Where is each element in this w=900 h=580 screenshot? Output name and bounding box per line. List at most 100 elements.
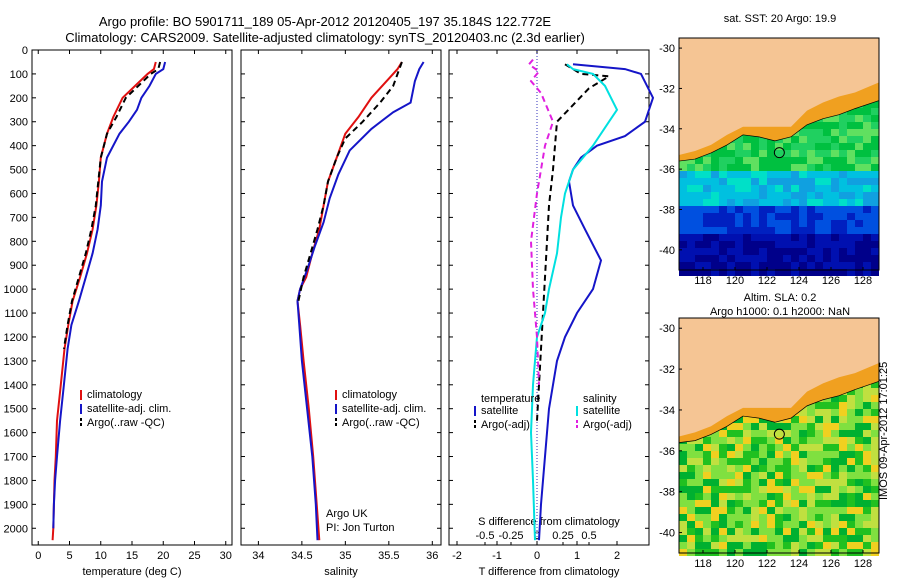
sla-map-cell (807, 409, 815, 416)
sla-map-cell (847, 521, 855, 528)
sla-map-title-line2: Argo h1000: 0.1 h2000: NaN (709, 306, 851, 318)
sst-map-cell (727, 206, 735, 213)
sla-map-title-line1: Altim. SLA: 0.2 (743, 292, 817, 304)
sst-map-cell (735, 171, 743, 178)
sla-map-xtick-label: 126 (822, 558, 840, 570)
sst-map-cell (695, 248, 703, 255)
sla-map-cell (839, 507, 847, 514)
sst-map-cell (711, 150, 719, 157)
sla-map-cell (839, 409, 847, 416)
sla-map-ytick-label: -36 (659, 446, 675, 458)
sla-map-cell (823, 528, 831, 535)
sst-map-cell (831, 192, 839, 199)
sla-map-cell (855, 430, 863, 437)
sst-map-cell (815, 241, 823, 248)
sst-map-cell (735, 164, 743, 171)
sla-map-cell (799, 493, 807, 500)
sst-map-cell (767, 171, 775, 178)
sst-map-cell (831, 122, 839, 129)
sla-map-cell (847, 430, 855, 437)
sst-map-cell (719, 227, 727, 234)
sla-map-cell (863, 402, 871, 409)
sla-map-cell (863, 465, 871, 472)
sla-map-cell (679, 472, 687, 479)
sla-map-cell (711, 451, 719, 458)
sla-map-cell (815, 486, 823, 493)
sla-map-frame (678, 317, 880, 554)
sst-map-cell (767, 220, 775, 227)
sst-map-cell (823, 248, 831, 255)
sla-map-cell (847, 388, 855, 395)
sst-map-cell (871, 101, 879, 108)
salinity-diff-tick-label: 0.25 (552, 530, 573, 542)
sla-map-cell (815, 514, 823, 521)
sla-map-cell (727, 458, 735, 465)
sst-map-cell (847, 220, 855, 227)
sla-map-cell (695, 465, 703, 472)
sla-map-cell (863, 423, 871, 430)
sla-map-cell (743, 500, 751, 507)
sla-map-cell (679, 493, 687, 500)
sla-map-cell (839, 444, 847, 451)
sla-map-cell (679, 458, 687, 465)
sst-map-cell (839, 248, 847, 255)
sla-map-cell (767, 521, 775, 528)
sst-map-cell (687, 234, 695, 241)
sst-map-cell (831, 269, 839, 276)
sla-map-cell (751, 535, 759, 542)
sla-map-cell (791, 514, 799, 521)
sla-map-cell (783, 542, 791, 549)
sst-map-cell (799, 213, 807, 220)
sst-map-cell (711, 157, 719, 164)
sla-map-cell (759, 437, 767, 444)
sst-map-cell (871, 185, 879, 192)
sla-map-cell (775, 465, 783, 472)
sla-map-cell (815, 542, 823, 549)
sst-map-cell (687, 199, 695, 206)
sst-map-cell (815, 192, 823, 199)
sla-map-cell (847, 493, 855, 500)
sla-map-cell (735, 451, 743, 458)
sla-map-cell (767, 430, 775, 437)
sla-map-cell (815, 458, 823, 465)
sst-map-cell (847, 157, 855, 164)
sla-map-cell (743, 542, 751, 549)
sla-map-cell (767, 493, 775, 500)
sst-map-cell (855, 248, 863, 255)
sst-map-cell (735, 269, 743, 276)
sst-map-cell (855, 164, 863, 171)
sla-map-cell (719, 486, 727, 493)
sla-map-cell (823, 409, 831, 416)
sst-map-cell (751, 206, 759, 213)
sst-map-cell (719, 269, 727, 276)
sst-map-cell (823, 150, 831, 157)
sla-map-cell (695, 444, 703, 451)
sla-map-cell (847, 514, 855, 521)
sst-map-cell (679, 248, 687, 255)
sst-map-cell (703, 164, 711, 171)
sst-map-cell (743, 136, 751, 143)
sla-map-cell (871, 528, 879, 535)
sst-map-cell (831, 220, 839, 227)
sla-map-cell (719, 493, 727, 500)
sst-map-cell (719, 199, 727, 206)
sst-map-cell (759, 136, 767, 143)
sst-map-cell (791, 192, 799, 199)
sla-map-cell (871, 493, 879, 500)
sst-map-cell (783, 269, 791, 276)
sla-map-cell (807, 507, 815, 514)
sst-map-cell (767, 206, 775, 213)
sla-map-cell (727, 437, 735, 444)
sst-map-cell (695, 164, 703, 171)
sla-map-cell (783, 479, 791, 486)
sla-map-cell (831, 430, 839, 437)
sst-map-cell (687, 241, 695, 248)
depth-ytick-label: 1800 (4, 475, 28, 487)
sst-map-cell (767, 164, 775, 171)
temperature-legend-label: satellite-adj. clim. (87, 403, 171, 415)
sst-map-cell (839, 157, 847, 164)
sst-map-cell (839, 262, 847, 269)
sst-map-cell (719, 192, 727, 199)
sla-map-cell (687, 528, 695, 535)
